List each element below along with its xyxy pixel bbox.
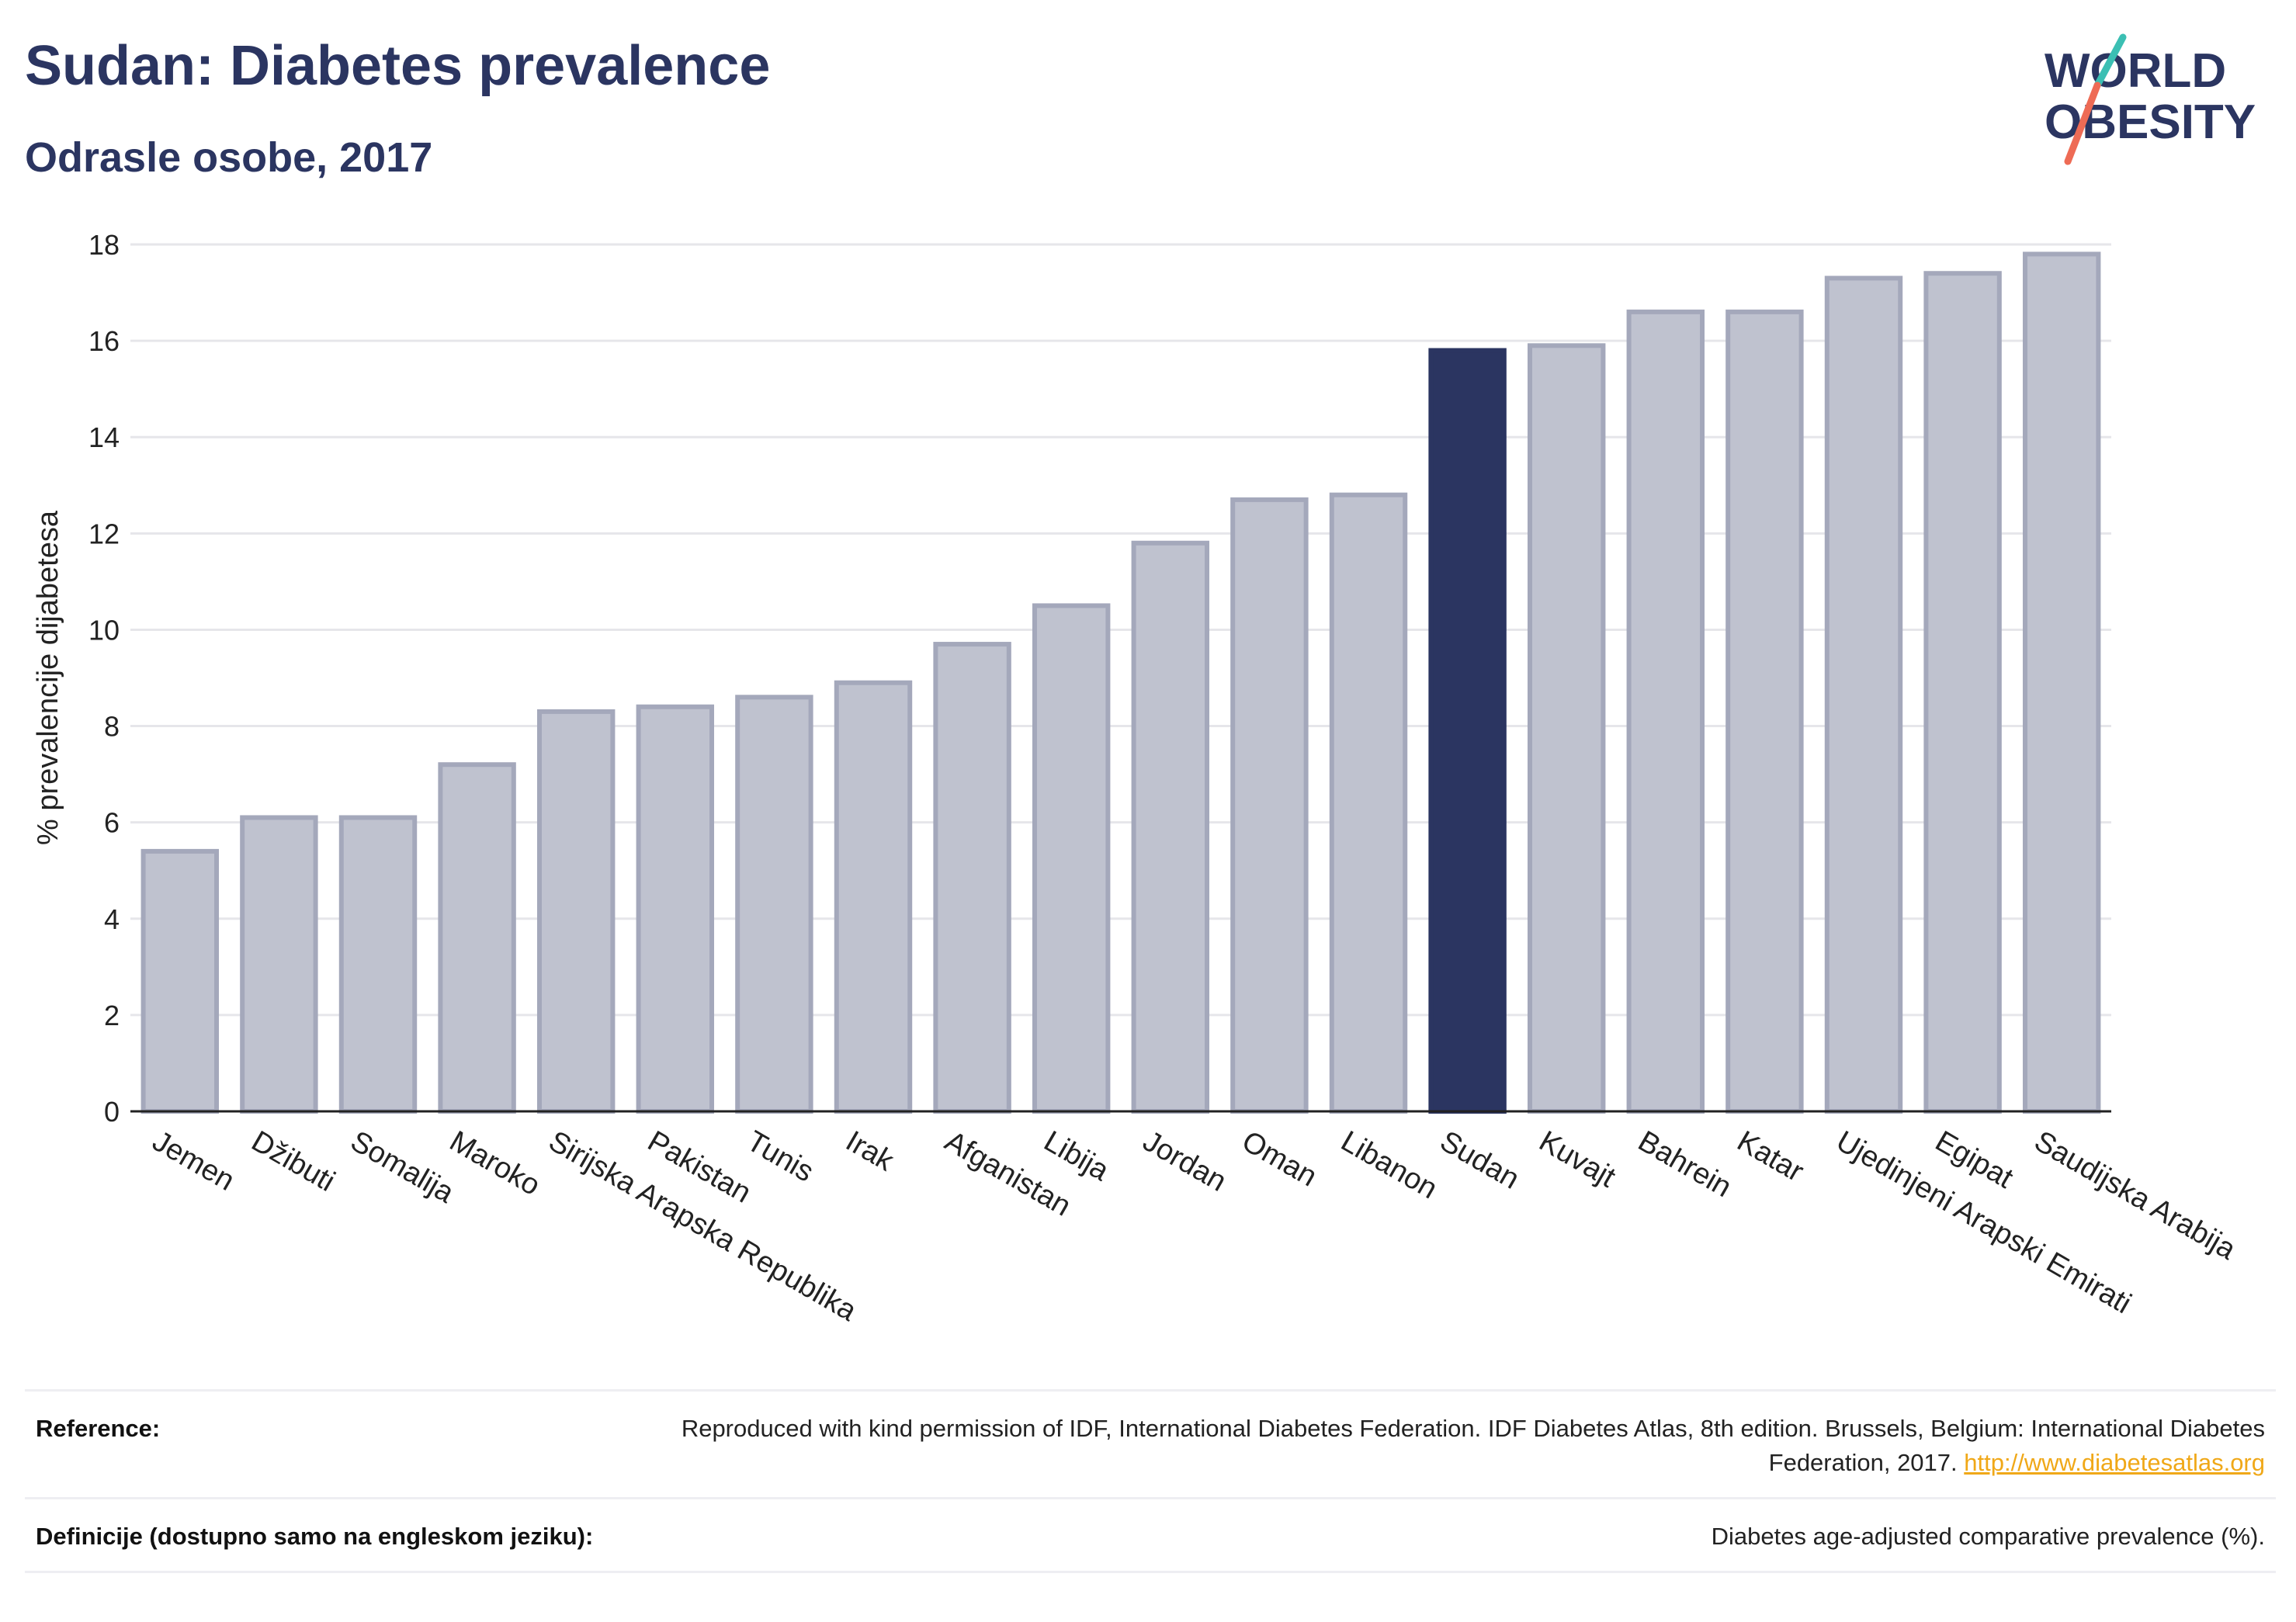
bar [1923, 271, 2002, 1114]
x-tick-label: Libanon [1336, 1125, 1443, 1205]
logo-line-1: WORLD [2045, 44, 2226, 98]
x-tick-label: Somalija [345, 1125, 460, 1210]
y-axis-title: % prevalencije dijabetesa [32, 510, 64, 845]
bar [636, 704, 715, 1114]
bar [1725, 309, 1804, 1114]
definition-text: Diabetes age-adjusted comparative preval… [1711, 1523, 2265, 1550]
y-tick-label: 2 [104, 1000, 120, 1031]
bar [933, 642, 1011, 1114]
reference-label: Reference: [36, 1415, 161, 1442]
reference-citation: Reproduced with kind permission of IDF, … [681, 1415, 2265, 1476]
y-tick-label: 10 [88, 614, 120, 646]
bar [834, 680, 913, 1114]
logo-slash-teal [2093, 33, 2127, 89]
y-tick-label: 18 [88, 229, 120, 261]
bar [140, 848, 220, 1114]
world-obesity-logo: WORLD OBESITY [2045, 33, 2256, 165]
page-title: Sudan: Diabetes prevalence [25, 35, 771, 97]
y-tick-label: 14 [88, 421, 120, 453]
page-subtitle: Odrasle osobe, 2017 [25, 134, 433, 181]
bar [438, 762, 516, 1114]
bar [240, 815, 318, 1114]
bar [735, 695, 813, 1114]
bar [1230, 497, 1309, 1114]
bar [338, 815, 418, 1114]
x-tick-label: Kuvajt [1534, 1125, 1621, 1194]
bar [2022, 251, 2101, 1114]
x-tick-label: Maroko [444, 1125, 546, 1202]
y-tick-label: 16 [88, 325, 120, 357]
y-tick-label: 12 [88, 518, 120, 549]
y-tick-label: 6 [104, 807, 120, 839]
bar [1131, 540, 1210, 1114]
bar [1329, 492, 1408, 1114]
reference-table: Reference: Reproduced with kind permissi… [25, 1389, 2276, 1573]
reference-row: Reference: Reproduced with kind permissi… [25, 1389, 2276, 1497]
bar [1626, 309, 1705, 1114]
bar-chart: 0 2 4 6 8 10 12 14 16 18 % prevalencije dijabetesa… [32, 229, 2242, 1328]
bar-highlighted [1428, 348, 1507, 1114]
reference-link[interactable]: http://www.diabetesatlas.org [1964, 1449, 2265, 1476]
reference-text: Reproduced with kind permission of IDF, … [674, 1412, 2265, 1480]
x-tick-label: Sudan [1434, 1125, 1524, 1195]
x-tick-label: Jemen [147, 1125, 240, 1197]
definition-label: Definicije (dostupno samo na engleskom j… [36, 1523, 594, 1550]
x-tick-label: Jordan [1137, 1125, 1232, 1197]
x-tick-label: Džibuti [246, 1125, 341, 1197]
x-tick-label: Katar [1732, 1125, 1809, 1188]
y-tick-label: 0 [104, 1096, 120, 1128]
x-tick-label: Saudijska Arabija [2029, 1125, 2242, 1267]
logo-slash-coral [2064, 81, 2101, 165]
bar [1032, 603, 1111, 1114]
bar [1824, 276, 1903, 1114]
x-tick-label: Bahrein [1632, 1125, 1736, 1204]
y-tick-label: 4 [104, 903, 120, 935]
y-tick-label: 8 [104, 711, 120, 743]
bar [536, 709, 616, 1114]
definition-row: Definicije (dostupno samo na engleskom j… [25, 1497, 2276, 1573]
x-tick-label: Irak [841, 1125, 900, 1178]
x-tick-label: Oman [1236, 1125, 1323, 1193]
bar [1527, 343, 1606, 1114]
